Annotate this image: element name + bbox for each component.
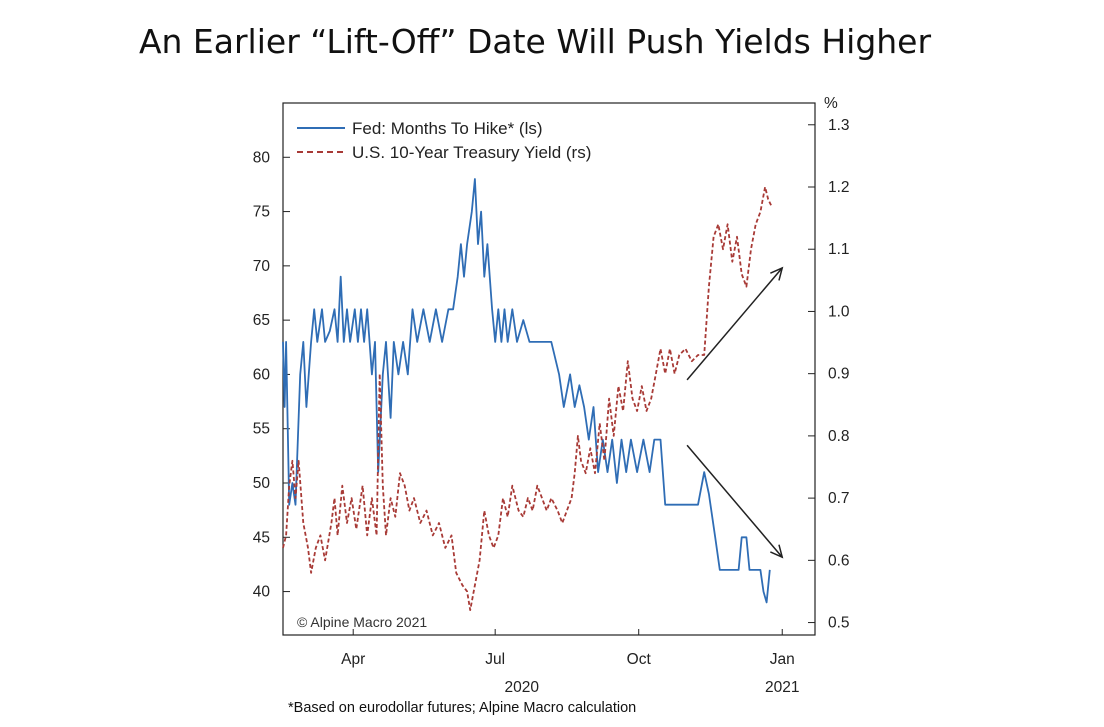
- left-tick-label: 70: [253, 258, 271, 275]
- left-tick-label: 60: [253, 366, 271, 383]
- chart-title: An Earlier “Lift-Off” Date Will Push Yie…: [138, 22, 932, 61]
- right-tick-label: 1.3: [828, 117, 850, 134]
- right-tick-label: 0.9: [828, 366, 850, 383]
- arrow-shaft: [686, 267, 783, 381]
- right-tick-label: 0.7: [828, 490, 850, 507]
- legend-label-yield: U.S. 10-Year Treasury Yield (rs): [352, 143, 591, 162]
- right-tick-label: 0.6: [828, 552, 850, 569]
- right-tick-label: 1.0: [828, 303, 850, 320]
- left-tick-label: 65: [253, 312, 270, 329]
- x-year-label: 2021: [765, 679, 799, 696]
- x-axis: Apr Jul Oct Jan 2020 2021: [341, 629, 799, 696]
- left-tick-label: 45: [253, 529, 270, 546]
- right-tick-label: 1.1: [828, 241, 850, 258]
- series-line-fed: [282, 178, 771, 604]
- x-tick-label: Oct: [627, 651, 652, 668]
- right-tick-label: 0.8: [828, 428, 850, 445]
- legend: Fed: Months To Hike* (ls) U.S. 10-Year T…: [297, 119, 591, 162]
- right-axis: 0.5 0.6 0.7 0.8 0.9 1.0 1.1 1.2 1.3: [808, 117, 850, 632]
- left-tick-label: 40: [253, 584, 271, 601]
- series-layer: [282, 178, 773, 611]
- left-tick-label: 55: [253, 421, 270, 438]
- right-axis-unit: %: [824, 95, 838, 112]
- arrow-head: [770, 266, 784, 281]
- x-tick-label: Jul: [485, 651, 505, 668]
- footnote: *Based on eurodollar futures; Alpine Mac…: [288, 700, 637, 716]
- right-tick-label: 0.5: [828, 615, 850, 632]
- left-axis: 40 45 50 55 60 65 70 75 80: [253, 149, 290, 601]
- right-tick-label: 1.2: [828, 179, 850, 196]
- annotation-arrows: [686, 266, 784, 559]
- x-year-label: 2020: [504, 679, 539, 696]
- legend-label-fed: Fed: Months To Hike* (ls): [352, 119, 543, 138]
- left-tick-label: 80: [253, 149, 271, 166]
- arrow-head: [770, 544, 784, 559]
- x-tick-label: Apr: [341, 651, 365, 668]
- plot-frame: [282, 102, 816, 636]
- left-tick-label: 75: [253, 204, 270, 221]
- x-tick-label: Jan: [770, 651, 795, 668]
- series-line-yield: [282, 186, 773, 611]
- left-tick-label: 50: [253, 475, 271, 492]
- copyright-note: © Alpine Macro 2021: [297, 614, 427, 630]
- arrow-shaft: [686, 444, 783, 558]
